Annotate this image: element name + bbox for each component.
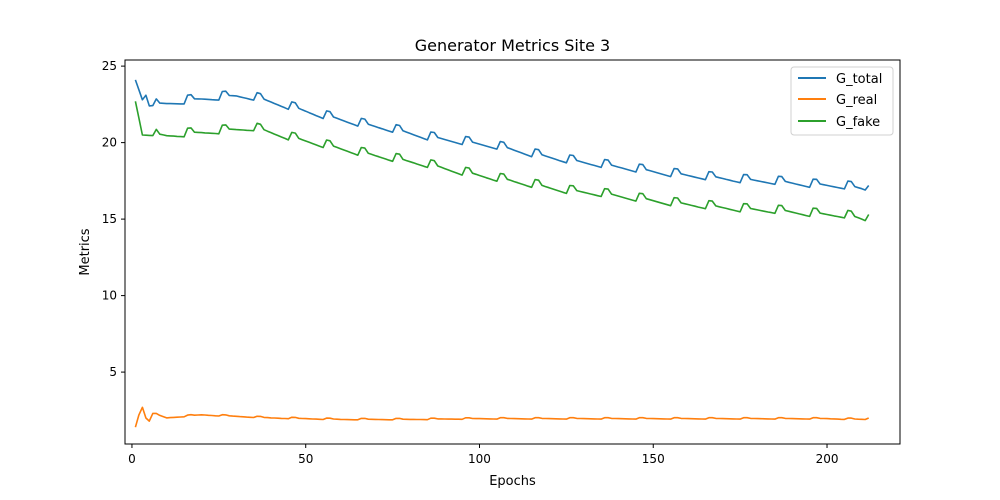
legend-label-g-total: G_total bbox=[836, 72, 882, 87]
y-tick-label: 25 bbox=[102, 59, 117, 73]
legend-frame bbox=[790, 66, 894, 136]
series-line-g-total bbox=[134, 79, 870, 191]
x-tick-label: 50 bbox=[298, 452, 313, 466]
y-tick-label: 5 bbox=[109, 365, 117, 379]
x-tick-label: 0 bbox=[128, 452, 136, 466]
plot-area bbox=[124, 59, 901, 445]
series-lines bbox=[134, 79, 870, 428]
y-axis-label: Metrics bbox=[78, 228, 93, 275]
y-tick-label: 10 bbox=[102, 289, 117, 303]
x-tick-label: 200 bbox=[816, 452, 839, 466]
x-axis-ticks: 0 50 100 150 200 bbox=[128, 444, 838, 466]
x-tick-label: 150 bbox=[642, 452, 665, 466]
legend: G_total G_real G_fake bbox=[790, 66, 894, 136]
series-line-g-real bbox=[134, 406, 870, 428]
x-axis-label: Epochs bbox=[489, 474, 536, 489]
legend-label-g-real: G_real bbox=[836, 93, 877, 108]
legend-label-g-fake: G_fake bbox=[836, 115, 880, 130]
x-tick-label: 100 bbox=[468, 452, 491, 466]
y-tick-label: 20 bbox=[102, 136, 117, 150]
series-line-g-fake bbox=[134, 101, 870, 222]
y-tick-label: 15 bbox=[102, 212, 117, 226]
y-axis-ticks: 5 10 15 20 25 bbox=[102, 59, 125, 379]
chart-title: Generator Metrics Site 3 bbox=[415, 36, 610, 55]
